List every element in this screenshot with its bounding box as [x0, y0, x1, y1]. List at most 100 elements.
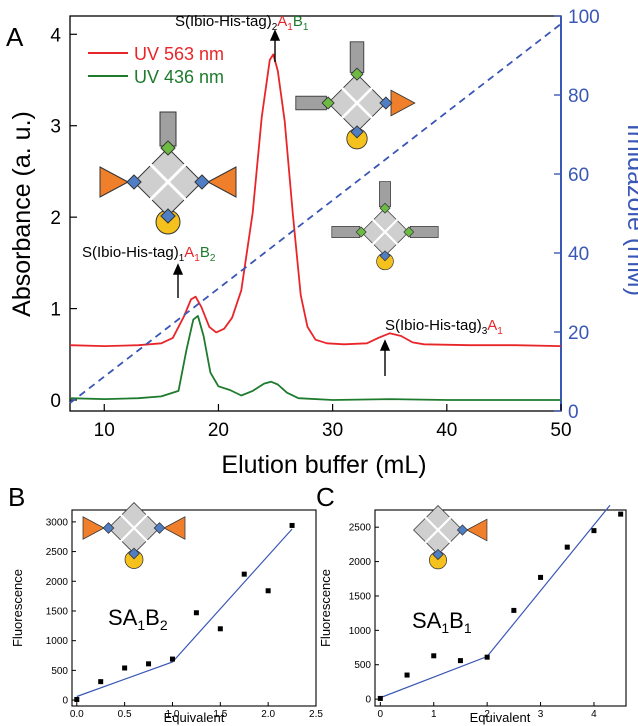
- x-axis-title-c: Equivalent: [470, 710, 531, 725]
- panel-letter-b: B: [8, 482, 25, 512]
- x-axis-title-a: Elution buffer (mL): [221, 451, 426, 479]
- y2-tick-label-a: 0: [568, 402, 579, 423]
- x-tick-label: 0.5: [118, 709, 132, 720]
- series-b: [74, 522, 295, 702]
- data-point: [511, 607, 517, 613]
- y-tick-label: 1500: [349, 591, 372, 602]
- data-point: [591, 528, 597, 534]
- y-tick-label: 1000: [349, 626, 372, 637]
- y-tick-label-a: 0: [50, 391, 61, 412]
- data-point: [146, 661, 152, 667]
- series-a: [69, 23, 562, 404]
- y2-tick-label-a: 20: [568, 323, 589, 344]
- molecule-icon-c: [413, 505, 488, 570]
- label-sa1b2: SA1B2: [108, 605, 168, 633]
- data-point: [618, 511, 624, 517]
- axes-c: 0 1 2 3 4 0 500 1000 1500 2000 2500: [349, 523, 597, 720]
- y-tick-label: 2000: [349, 557, 372, 568]
- panel-letter-c: C: [316, 482, 335, 512]
- y-axis-title-c: Fluorescence: [318, 569, 333, 647]
- molecule-icon-a1b2: [99, 111, 237, 235]
- axes-b: 0.0 0.5 1.0 1.5 2.0 2.5 0 500 1000 1500 2000 2500 30…: [46, 517, 324, 720]
- panel-c: C 0 1 2 3 4 0 500 1000 1500 2000 2500 Equivalent F…: [316, 482, 627, 725]
- x-tick-label-a: 40: [436, 420, 457, 441]
- series-line-uv436: [69, 315, 561, 401]
- y-tick-label: 1500: [46, 606, 69, 617]
- y-tick-label: 1000: [46, 636, 69, 647]
- data-point: [169, 656, 175, 662]
- plot-frame-c: [374, 509, 627, 707]
- panel-letter-a: A: [6, 22, 24, 52]
- molecule-icon-b: [82, 502, 186, 569]
- x-tick-label-a: 10: [94, 420, 115, 441]
- x-tick-label: 0.0: [70, 709, 84, 720]
- data-point: [538, 574, 544, 580]
- y-axis-title-a: Absorbance (a. u.): [8, 111, 36, 317]
- y2-tick-label-a: 100: [568, 7, 600, 28]
- data-point: [265, 588, 271, 594]
- series-line-uv563: [69, 53, 562, 347]
- data-point: [193, 610, 199, 616]
- x-axis-title-b: Equivalent: [164, 710, 225, 725]
- y-tick-label: 2000: [46, 577, 69, 588]
- y2-tick-label-a: 60: [568, 165, 589, 186]
- data-point: [74, 696, 80, 702]
- y-tick-label: 500: [354, 660, 371, 671]
- y-tick-label-a: 3: [50, 117, 61, 138]
- annotation-left: S(Ibio-His-tag)1A1B2: [82, 244, 216, 264]
- y-axis-title-b: Fluorescence: [10, 569, 25, 647]
- x-tick-label: 3: [538, 709, 544, 720]
- legend-uv436: UV 436 nm: [134, 67, 224, 87]
- y2-tick-label-a: 80: [568, 86, 589, 107]
- data-point: [457, 658, 463, 664]
- y-tick-label: 2500: [46, 547, 69, 558]
- x-tick-label-a: 50: [550, 420, 571, 441]
- y-tick-label: 500: [51, 666, 68, 677]
- label-sa1b1: SA1B1: [412, 608, 472, 636]
- data-point: [564, 544, 570, 550]
- y-tick-label: 0: [365, 695, 371, 706]
- series-c: [377, 504, 624, 701]
- data-point: [289, 522, 295, 528]
- molecule-icon-a1b1: [295, 41, 416, 150]
- x-tick-label: 1: [431, 709, 437, 720]
- x-tick-label: 0: [378, 709, 384, 720]
- x-tick-label: 1.5: [213, 709, 227, 720]
- y-tick-label-a: 4: [50, 25, 61, 46]
- data-point: [241, 571, 247, 577]
- x-tick-label-a: 30: [322, 420, 343, 441]
- data-point: [122, 665, 128, 671]
- x-tick-label-a: 20: [208, 420, 229, 441]
- fit-line: [380, 504, 611, 699]
- data-point: [484, 654, 490, 660]
- x-tick-label: 4: [591, 709, 597, 720]
- annotation-right: S(Ibio-His-tag)3A1: [385, 317, 503, 337]
- y-tick-label: 3000: [46, 517, 69, 528]
- panel-b: B 0.0 0.5 1.0 1.5 2.0 2.5 0 500 1000 1500 2000 2500…: [8, 482, 323, 725]
- x-tick-label: 1.0: [166, 709, 180, 720]
- data-point: [404, 672, 410, 678]
- series-line-imidazole: [69, 23, 562, 404]
- x-tick-label: 2: [484, 709, 490, 720]
- y-tick-label: 2500: [349, 523, 372, 534]
- x-tick-label: 2.0: [261, 709, 275, 720]
- data-point: [217, 626, 223, 632]
- legend-uv563: UV 563 nm: [134, 44, 224, 64]
- fit-line: [76, 528, 293, 698]
- y-tick-label-a: 1: [50, 300, 61, 321]
- data-point: [377, 695, 383, 701]
- y2-axis-title-a: Imidazole (mM): [622, 124, 638, 296]
- data-point: [431, 653, 437, 659]
- annotation-top: S(Ibio-His-tag)2A1B1: [175, 13, 309, 33]
- y-tick-label: 0: [62, 696, 68, 707]
- molecule-icon-a1: [331, 181, 439, 271]
- y2-tick-label-a: 40: [568, 244, 589, 265]
- annotation-arrows: [172, 29, 391, 376]
- x-tick-label: 2.5: [309, 709, 323, 720]
- y-tick-label-a: 2: [50, 208, 61, 229]
- data-point: [98, 679, 104, 685]
- plot-frame-b: [71, 509, 317, 707]
